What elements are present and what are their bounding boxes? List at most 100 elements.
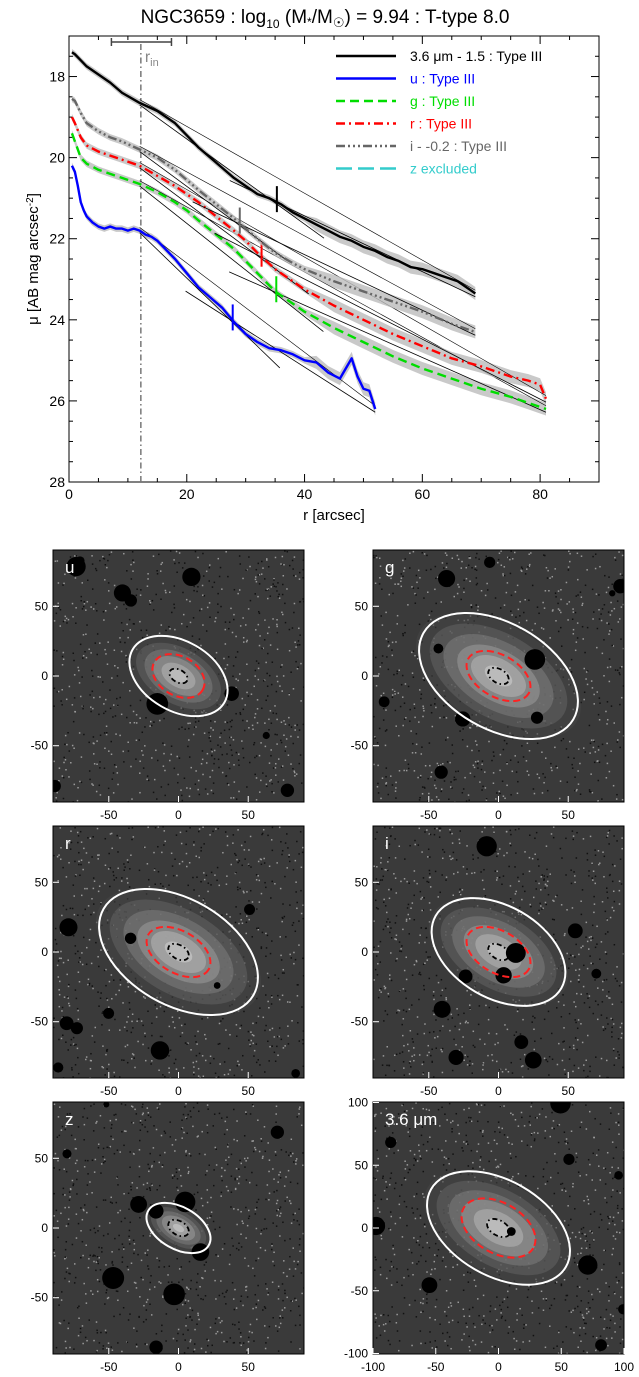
- noise-pixel: [106, 1146, 108, 1149]
- noise-pixel: [583, 747, 585, 749]
- noise-pixel: [149, 720, 152, 723]
- noise-pixel: [181, 622, 183, 625]
- noise-pixel: [202, 594, 204, 596]
- noise-pixel: [403, 1074, 406, 1076]
- noise-pixel: [237, 829, 239, 831]
- noise-pixel: [196, 1184, 198, 1186]
- noise-pixel: [495, 850, 497, 853]
- noise-pixel: [161, 851, 163, 854]
- noise-pixel: [378, 727, 381, 730]
- noise-pixel: [172, 1200, 175, 1202]
- noise-pixel: [585, 1128, 588, 1130]
- x-tick-label: 80: [532, 486, 548, 502]
- noise-pixel: [274, 1151, 277, 1153]
- noise-pixel: [608, 997, 610, 999]
- noise-pixel: [292, 1213, 294, 1216]
- noise-pixel: [397, 692, 400, 694]
- noise-pixel: [288, 716, 290, 719]
- noise-pixel: [234, 1288, 236, 1291]
- noise-pixel: [153, 1286, 156, 1288]
- noise-pixel: [227, 1143, 229, 1146]
- noise-pixel: [419, 774, 422, 777]
- noise-pixel: [588, 936, 591, 939]
- noise-pixel: [126, 1061, 129, 1064]
- noise-pixel: [583, 698, 585, 701]
- noise-pixel: [129, 1221, 132, 1224]
- noise-pixel: [212, 830, 214, 833]
- noise-pixel: [472, 854, 474, 856]
- noise-pixel: [151, 1184, 153, 1187]
- noise-pixel: [83, 1107, 86, 1110]
- noise-pixel: [582, 1226, 585, 1229]
- noise-pixel: [476, 582, 479, 585]
- noise-pixel: [169, 591, 171, 594]
- noise-pixel: [384, 826, 386, 829]
- noise-pixel: [260, 947, 263, 950]
- noise-pixel: [176, 1257, 178, 1260]
- noise-pixel: [240, 1024, 243, 1027]
- noise-pixel: [218, 1294, 221, 1297]
- noise-pixel: [144, 1252, 147, 1254]
- noise-pixel: [213, 581, 216, 584]
- x-tick-label: -50: [420, 1084, 438, 1098]
- noise-pixel: [453, 873, 455, 875]
- noise-pixel: [184, 1299, 187, 1301]
- noise-pixel: [573, 871, 575, 873]
- noise-pixel: [64, 1128, 66, 1131]
- noise-pixel: [126, 1341, 129, 1344]
- noise-pixel: [424, 962, 426, 965]
- noise-pixel: [568, 1012, 571, 1015]
- masked-source: [163, 1283, 185, 1306]
- noise-pixel: [517, 1185, 519, 1187]
- noise-pixel: [92, 784, 94, 786]
- noise-pixel: [423, 1032, 426, 1035]
- noise-pixel: [247, 1030, 250, 1033]
- noise-pixel: [454, 715, 457, 717]
- noise-pixel: [441, 562, 444, 564]
- noise-pixel: [97, 1230, 99, 1232]
- noise-pixel: [516, 792, 519, 795]
- noise-pixel: [281, 1283, 284, 1285]
- noise-pixel: [272, 1168, 274, 1170]
- noise-pixel: [126, 877, 128, 880]
- panel-label: u: [65, 558, 74, 577]
- global-fit-line: [139, 99, 476, 291]
- noise-pixel: [380, 694, 382, 697]
- noise-pixel: [563, 1040, 565, 1043]
- noise-pixel: [449, 1029, 451, 1032]
- noise-pixel: [583, 691, 586, 694]
- noise-pixel: [212, 1184, 215, 1187]
- noise-pixel: [421, 909, 423, 912]
- noise-pixel: [246, 691, 248, 694]
- noise-pixel: [241, 864, 243, 867]
- noise-pixel: [56, 1220, 59, 1222]
- noise-pixel: [391, 784, 394, 786]
- noise-pixel: [485, 798, 488, 800]
- noise-pixel: [501, 883, 503, 886]
- noise-pixel: [494, 1346, 496, 1348]
- noise-pixel: [554, 939, 557, 941]
- noise-pixel: [396, 670, 399, 673]
- noise-pixel: [96, 763, 98, 766]
- noise-pixel: [151, 1166, 153, 1168]
- noise-pixel: [477, 609, 479, 612]
- noise-pixel: [398, 845, 401, 848]
- noise-pixel: [174, 628, 176, 631]
- noise-pixel: [434, 779, 436, 782]
- noise-pixel: [108, 1029, 111, 1031]
- noise-pixel: [281, 916, 284, 919]
- noise-pixel: [147, 573, 149, 575]
- noise-pixel: [273, 1178, 275, 1180]
- noise-pixel: [560, 589, 562, 591]
- noise-pixel: [127, 1319, 130, 1321]
- noise-pixel: [380, 991, 382, 993]
- noise-pixel: [403, 1067, 405, 1069]
- noise-pixel: [471, 749, 473, 752]
- noise-pixel: [606, 718, 609, 721]
- noise-pixel: [413, 963, 416, 966]
- noise-pixel: [503, 566, 506, 568]
- noise-pixel: [108, 852, 110, 855]
- noise-pixel: [213, 1113, 216, 1115]
- noise-pixel: [72, 1036, 75, 1039]
- noise-pixel: [297, 644, 299, 646]
